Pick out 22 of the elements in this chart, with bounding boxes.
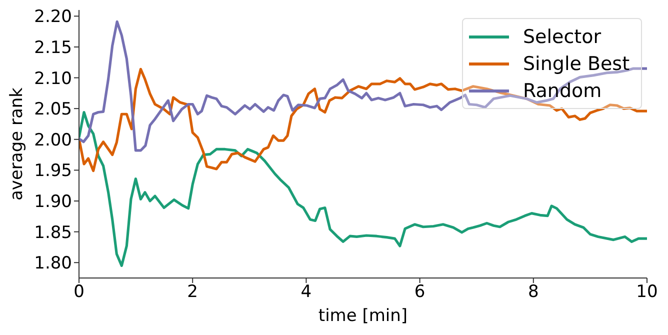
y-tick-label: 1.90 bbox=[34, 192, 72, 212]
x-tick-label: 8 bbox=[528, 282, 539, 302]
legend-label: Random bbox=[523, 80, 602, 102]
y-tick-label: 2.05 bbox=[34, 100, 72, 120]
y-tick-label: 1.85 bbox=[34, 222, 72, 243]
x-tick-label: 6 bbox=[414, 282, 426, 302]
y-tick-label: 1.80 bbox=[34, 254, 72, 274]
y-tick-label: 2.00 bbox=[34, 130, 72, 150]
line-series bbox=[79, 110, 647, 267]
x-tick-label: 10 bbox=[636, 282, 658, 302]
y-tick-label: 2.15 bbox=[34, 38, 72, 58]
y-tick-label: 2.10 bbox=[34, 68, 72, 89]
y-axis-title: average rank bbox=[7, 87, 28, 201]
y-tick-label: 2.20 bbox=[34, 7, 72, 28]
legend-label: Selector bbox=[523, 26, 602, 48]
x-tick-label: 4 bbox=[300, 282, 312, 302]
y-tick-label: 1.95 bbox=[34, 161, 72, 182]
x-tick-label: 2 bbox=[187, 282, 198, 302]
line-series bbox=[79, 20, 647, 152]
x-tick-label: 0 bbox=[74, 282, 84, 302]
x-axis-title: time [min] bbox=[318, 306, 408, 326]
legend-label: Single Best bbox=[523, 52, 630, 74]
